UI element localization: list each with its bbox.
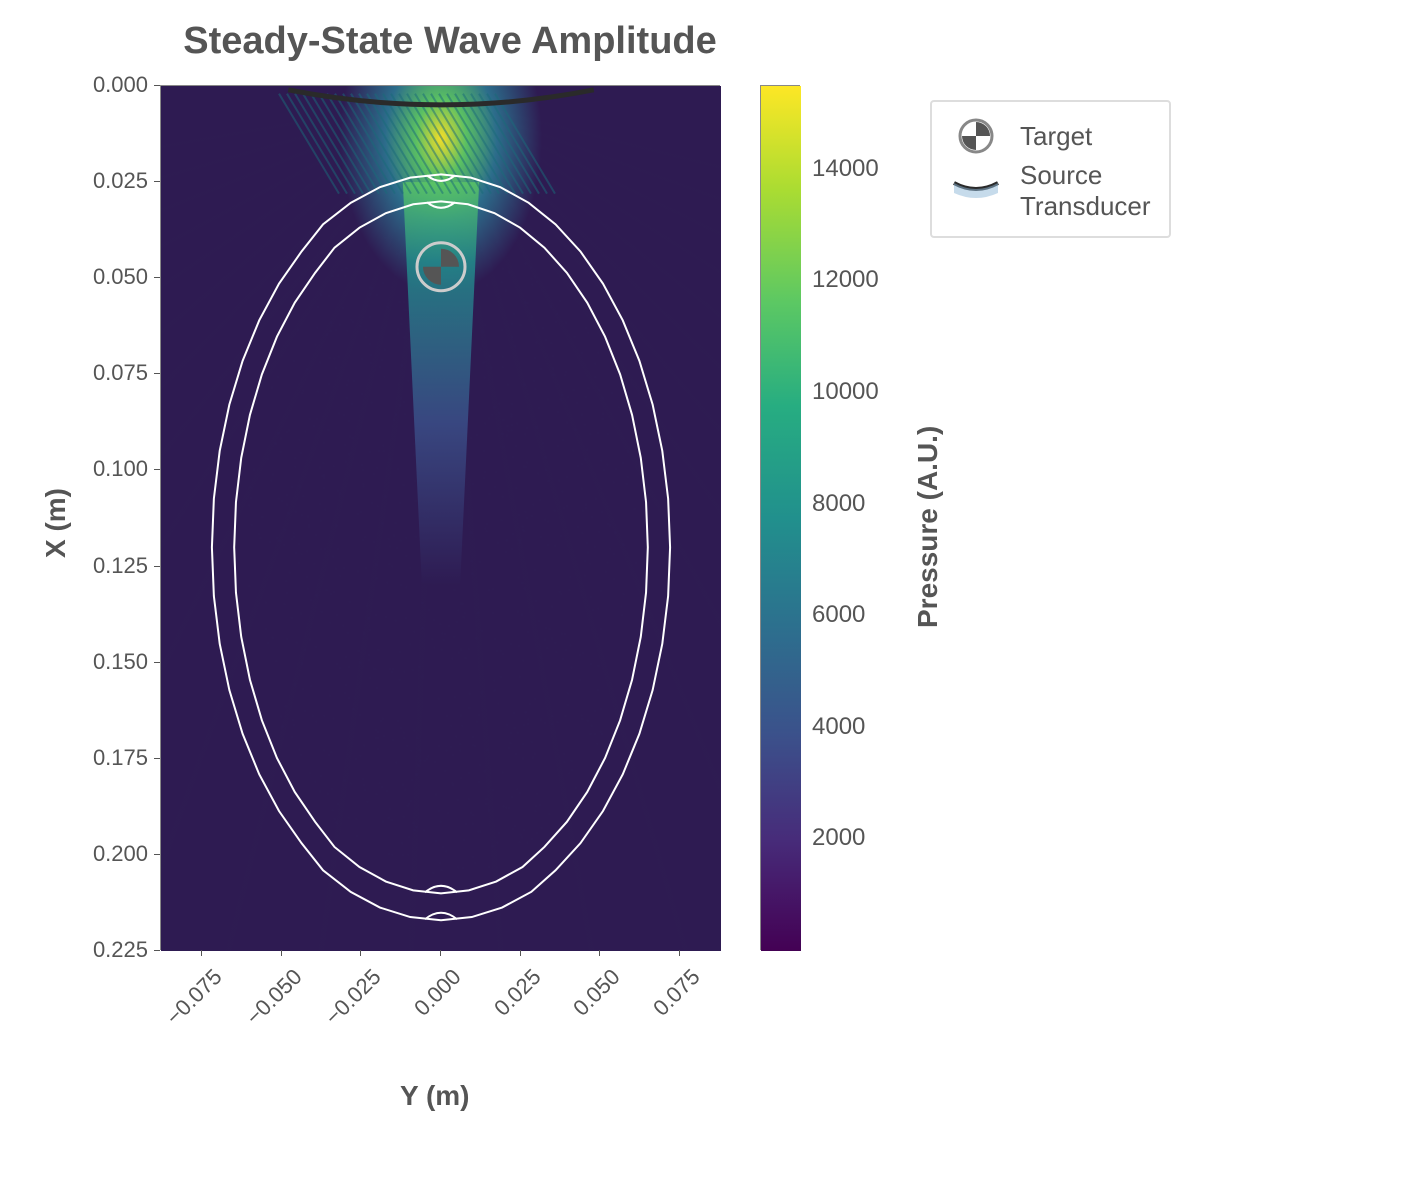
colorbar [760,85,800,950]
colorbar-tick-label: 12000 [812,266,879,294]
legend-label-target: Target [1020,121,1092,152]
heatmap-plot [160,85,720,950]
legend-item-target: Target [950,116,1151,156]
y-tick-label: 0.225 [93,937,148,963]
colorbar-tick-label: 2000 [812,824,865,852]
x-axis-label: Y (m) [400,1080,470,1112]
y-axis-label: X (m) [40,488,72,558]
colorbar-tick-label: 6000 [812,601,865,629]
legend: Target Source Transducer [930,100,1171,238]
colorbar-label: Pressure (A.U.) [912,425,944,627]
colorbar-svg [761,86,801,951]
figure: Steady-State Wave Amplitude X (m) Y (m) … [0,0,1428,1184]
colorbar-tick-label: 14000 [812,155,879,183]
target-icon [950,116,1002,156]
y-tick-label: 0.075 [93,360,148,386]
transducer-icon [950,171,1002,211]
colorbar-tick-label: 4000 [812,713,865,741]
y-tick-label: 0.100 [93,456,148,482]
y-tick-label: 0.150 [93,649,148,675]
y-tick-label: 0.125 [93,553,148,579]
colorbar-tick-label: 8000 [812,490,865,518]
legend-label-transducer: Source Transducer [1020,160,1151,222]
y-tick-label: 0.175 [93,745,148,771]
chart-title: Steady-State Wave Amplitude [0,20,900,63]
y-tick-label: 0.025 [93,168,148,194]
colorbar-tick-label: 10000 [812,378,879,406]
y-tick-label: 0.200 [93,841,148,867]
legend-item-transducer: Source Transducer [950,160,1151,222]
y-tick-label: 0.050 [93,264,148,290]
heatmap-svg [161,86,721,951]
y-tick-label: 0.000 [93,72,148,98]
